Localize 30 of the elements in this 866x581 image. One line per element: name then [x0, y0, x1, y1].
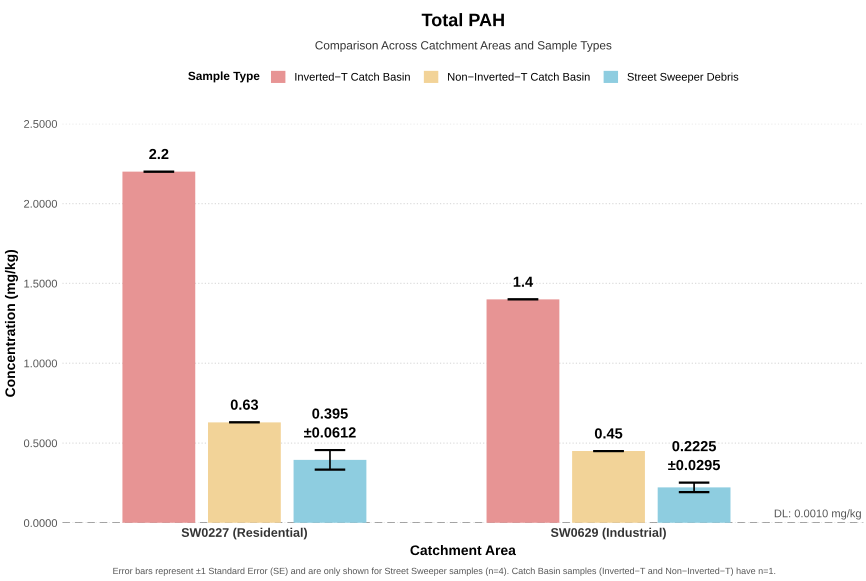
- y-tick-label: 0.0000: [24, 519, 58, 528]
- y-tick-label: 0.5000: [24, 439, 58, 448]
- data-label: 0.63: [230, 400, 258, 410]
- text: Error bars represent ±1 Standard Error (SE) and are only shown for Street Sweeper samples (n=4). Catch Basin samples (Inverted−T and Non−Inverted−T) have n=1.: [113, 567, 776, 576]
- y-tick-label: 2.5000: [24, 120, 58, 128]
- legend-label: Non−Inverted−T Catch Basin: [448, 72, 590, 81]
- bar: [658, 487, 730, 523]
- y-tick-label: 1.5000: [24, 280, 58, 288]
- x-tick-label: SW0227 (Residential): [182, 528, 308, 540]
- bar: [572, 451, 645, 523]
- data-label: 0.395 ±0.0612: [304, 408, 356, 438]
- data-label: 1.4: [514, 276, 534, 287]
- data-label: 0.2225 ±0.0295: [668, 441, 720, 470]
- y-axis-title: Concentration (mg/kg): [4, 250, 18, 397]
- chart-subtitle: Comparison Across Catchment Areas and Sample Types: [315, 40, 612, 52]
- chart-title: Total PAH: [422, 13, 504, 26]
- y-tick-label: 2.0000: [24, 200, 58, 208]
- bar: [208, 422, 281, 523]
- x-tick-label: SW0629 (Industrial): [550, 528, 666, 540]
- data-label: 2.2: [149, 148, 168, 160]
- legend-label: Street Sweeper Debris: [627, 72, 738, 83]
- bar: [486, 299, 560, 523]
- y-tick-label: 1.0000: [24, 360, 58, 368]
- legend-label: Inverted−T Catch Basin: [295, 72, 410, 81]
- bar: [122, 172, 196, 523]
- ref-line-label: DL: 0.0010 mg/kg: [774, 509, 861, 520]
- data-label: 0.45: [594, 428, 622, 439]
- legend-title: Sample Type: [188, 71, 260, 82]
- x-axis-title: Catchment Area: [410, 544, 516, 556]
- bar: [294, 460, 366, 523]
